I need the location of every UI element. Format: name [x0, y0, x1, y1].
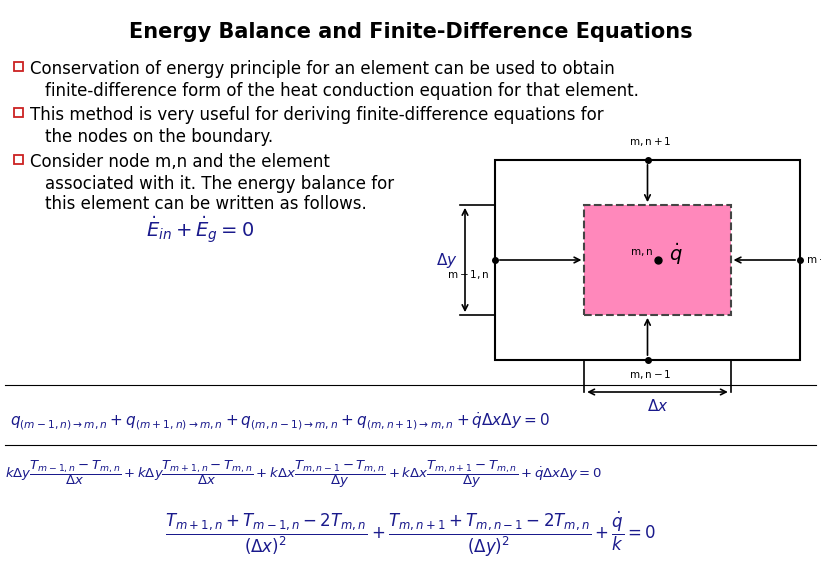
Text: This method is very useful for deriving finite-difference equations for: This method is very useful for deriving … — [30, 106, 603, 124]
Bar — [14, 108, 23, 117]
Text: $\Delta y$: $\Delta y$ — [437, 250, 458, 269]
Text: $\mathsf{m+1,n}$: $\mathsf{m+1,n}$ — [806, 254, 821, 266]
Text: $\dot{E}_{in}+\dot{E}_g=0$: $\dot{E}_{in}+\dot{E}_g=0$ — [146, 215, 254, 246]
Text: $\mathsf{m,n}$: $\mathsf{m,n}$ — [631, 247, 654, 258]
Text: Energy Balance and Finite-Difference Equations: Energy Balance and Finite-Difference Equ… — [129, 22, 693, 42]
Text: the nodes on the boundary.: the nodes on the boundary. — [45, 128, 273, 146]
Bar — [14, 155, 23, 164]
Text: Consider node m,n and the element: Consider node m,n and the element — [30, 153, 330, 171]
Bar — [14, 62, 23, 71]
Text: $q_{(m-1,n)\to m,n}+q_{(m+1,n)\to m,n}+q_{(m,n-1)\to m,n}+q_{(m,n+1)\to m,n}+\do: $q_{(m-1,n)\to m,n}+q_{(m+1,n)\to m,n}+q… — [10, 410, 550, 432]
Text: $k\Delta y\dfrac{T_{m-1,n}-T_{m,n}}{\Delta x}+k\Delta y\dfrac{T_{m+1,n}-T_{m,n}}: $k\Delta y\dfrac{T_{m-1,n}-T_{m,n}}{\Del… — [5, 458, 602, 490]
Bar — [585, 205, 731, 315]
Text: finite-difference form of the heat conduction equation for that element.: finite-difference form of the heat condu… — [45, 82, 639, 100]
Text: $\dfrac{T_{m+1,n}+T_{m-1,n}-2T_{m,n}}{(\Delta x)^2}+\dfrac{T_{m,n+1}+T_{m,n-1}-2: $\dfrac{T_{m+1,n}+T_{m-1,n}-2T_{m,n}}{(\… — [166, 510, 657, 560]
Text: $\mathsf{m-1,n}$: $\mathsf{m-1,n}$ — [447, 268, 490, 281]
Text: Conservation of energy principle for an element can be used to obtain: Conservation of energy principle for an … — [30, 60, 615, 78]
Text: $\dot{q}$: $\dot{q}$ — [668, 241, 682, 267]
Text: $\mathsf{m,n-1}$: $\mathsf{m,n-1}$ — [630, 368, 672, 381]
Bar — [495, 160, 800, 360]
Text: associated with it. The energy balance for: associated with it. The energy balance f… — [45, 175, 394, 193]
Text: this element can be written as follows.: this element can be written as follows. — [45, 195, 367, 213]
Text: $\Delta x$: $\Delta x$ — [647, 398, 668, 414]
Text: $\mathsf{m,n+1}$: $\mathsf{m,n+1}$ — [630, 135, 672, 148]
